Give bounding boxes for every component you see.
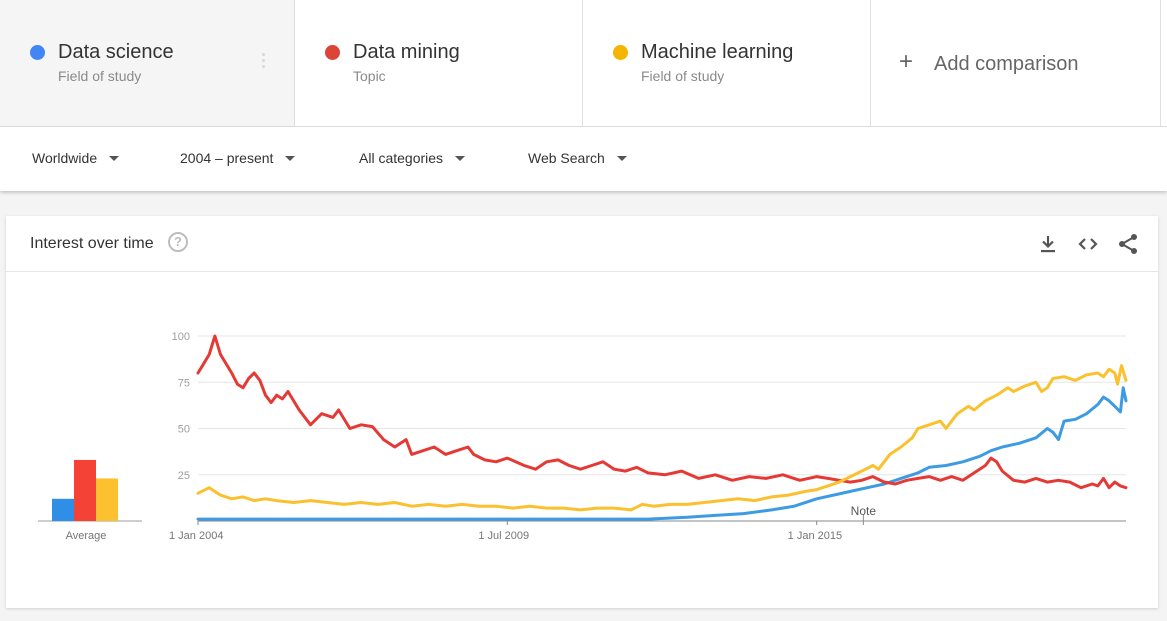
term-type: Field of study xyxy=(58,68,142,84)
x-tick-label: 1 Jul 2009 xyxy=(478,530,529,542)
term-type: Field of study xyxy=(641,68,725,84)
region-dropdown-label: Worldwide xyxy=(32,150,98,166)
add-comparison-label: Add comparison xyxy=(934,53,1079,75)
card-title: Interest over time xyxy=(30,235,154,252)
term-card-data-science[interactable]: Data science Field of study xyxy=(0,0,295,126)
average-bar-data-science xyxy=(52,498,74,521)
interest-chart: 25 50 75 100 1 Jan 2004 1 Jul 2009 1 Jan 2015 N… xyxy=(38,331,1128,542)
y-tick-label: 100 xyxy=(172,331,190,343)
caret-down-icon xyxy=(109,156,120,161)
term-card-machine-learning[interactable]: Machine learning Field of study xyxy=(583,0,871,126)
series-line-data-mining xyxy=(196,334,1128,490)
term-card-data-mining[interactable]: Data mining Topic xyxy=(295,0,583,126)
search-type-dropdown-label: Web Search xyxy=(528,150,605,166)
help-icon[interactable]: ? xyxy=(168,232,188,252)
x-tick-label: 1 Jan 2004 xyxy=(169,530,223,542)
term-name: Data mining xyxy=(353,41,460,63)
note-label: Note xyxy=(851,504,877,518)
category-dropdown-label: All categories xyxy=(359,150,444,166)
comparison-bar: Data science Field of study Data mining … xyxy=(0,0,1167,127)
caret-down-icon xyxy=(285,156,296,161)
embed-icon[interactable] xyxy=(1076,232,1100,256)
y-tick-label: 50 xyxy=(178,424,190,436)
x-tick-label: 1 Jan 2015 xyxy=(788,530,842,542)
series-color-dot xyxy=(613,45,628,60)
category-dropdown[interactable]: All categories xyxy=(359,150,466,166)
download-icon[interactable] xyxy=(1036,232,1060,256)
term-name: Machine learning xyxy=(641,41,794,63)
caret-down-icon xyxy=(455,156,466,161)
y-tick-label: 75 xyxy=(178,377,190,389)
filter-bar: Worldwide 2004 – present All categories … xyxy=(0,127,1167,191)
interest-over-time-card: 25 50 75 100 1 Jan 2004 1 Jul 2009 1 Jan 2015 N… xyxy=(6,216,1158,608)
y-tick-label: 25 xyxy=(178,470,190,482)
series-line-data-science xyxy=(196,386,1128,521)
average-bar-machine-learning xyxy=(96,478,118,521)
time-range-dropdown[interactable]: 2004 – present xyxy=(180,150,296,166)
average-label: Average xyxy=(66,530,107,542)
share-icon[interactable] xyxy=(1116,232,1140,256)
region-dropdown[interactable]: Worldwide xyxy=(32,150,120,166)
more-vert-icon[interactable] xyxy=(262,53,266,69)
add-comparison-button[interactable]: + Add comparison xyxy=(871,0,1161,126)
series-color-dot xyxy=(325,45,340,60)
time-range-dropdown-label: 2004 – present xyxy=(180,150,274,166)
series-line-machine-learning xyxy=(196,364,1128,512)
series-color-dot xyxy=(30,45,45,60)
card-header: Interest over time ? xyxy=(6,216,1158,272)
average-bar-data-mining xyxy=(74,459,96,521)
term-type: Topic xyxy=(353,68,386,84)
term-name: Data science xyxy=(58,41,174,63)
search-type-dropdown[interactable]: Web Search xyxy=(528,150,627,166)
plus-icon: + xyxy=(899,48,914,75)
caret-down-icon xyxy=(616,156,627,161)
